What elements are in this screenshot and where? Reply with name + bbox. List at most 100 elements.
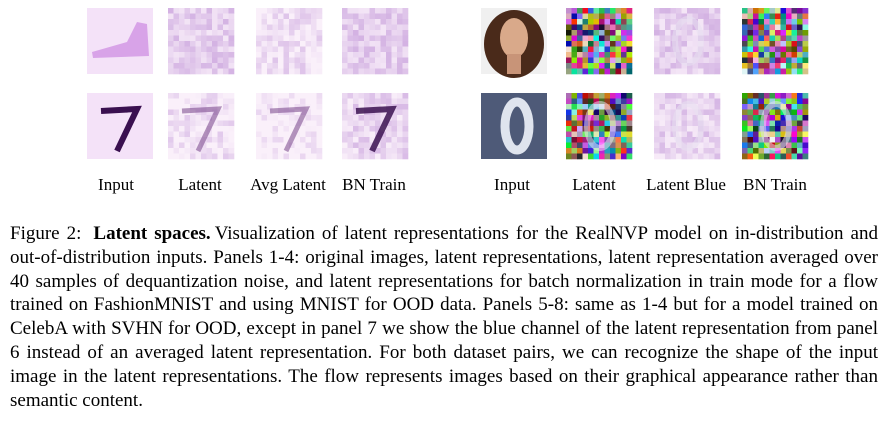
noise-pixel: [753, 109, 759, 116]
noise-pixel: [386, 57, 392, 64]
noise-pixel: [780, 24, 787, 31]
noise-pixel: [294, 35, 301, 42]
noise-pixel: [316, 46, 323, 53]
noise-pixel: [582, 19, 589, 25]
noise-pixel: [347, 115, 354, 121]
noise-pixel: [742, 120, 748, 127]
noise-pixel: [195, 57, 202, 64]
noise-pixel: [775, 126, 781, 132]
noise-pixel: [797, 109, 803, 116]
noise-pixel: [289, 63, 295, 69]
noise-pixel: [615, 115, 622, 121]
noise-pixel: [742, 115, 748, 121]
noise-pixel: [780, 52, 787, 58]
noise-pixel: [615, 24, 622, 31]
noise-pixel: [195, 30, 202, 36]
noise-pixel: [342, 115, 348, 121]
noise-pixel: [228, 131, 235, 138]
noise-pixel: [201, 109, 207, 116]
noise-pixel: [201, 98, 207, 105]
noise-pixel: [316, 109, 323, 116]
noise-pixel: [786, 19, 792, 25]
noise-pixel: [272, 137, 279, 143]
noise-pixel: [577, 30, 583, 36]
noise-pixel: [267, 13, 273, 20]
noise-pixel: [742, 41, 748, 47]
noise-pixel: [742, 13, 748, 20]
noise-pixel: [168, 46, 174, 53]
noise-pixel: [582, 109, 589, 116]
noise-pixel: [604, 63, 611, 69]
noise-pixel: [217, 41, 224, 47]
noise-pixel: [802, 8, 809, 14]
noise-pixel: [593, 52, 600, 58]
noise-pixel: [566, 153, 572, 160]
noise-pixel: [380, 46, 387, 53]
noise-pixel: [369, 104, 376, 110]
noise-pixel: [342, 41, 348, 47]
noise-pixel: [272, 24, 279, 31]
noise-pixel: [753, 148, 759, 154]
noise-pixel: [364, 57, 370, 64]
noise-pixel: [201, 142, 207, 149]
noise-pixel: [588, 93, 594, 99]
noise-pixel: [577, 148, 583, 154]
noise-pixel: [797, 148, 803, 154]
noise-pixel: [397, 131, 403, 138]
noise-pixel: [206, 104, 213, 110]
noise-pixel: [272, 98, 279, 105]
noise-pixel: [604, 30, 611, 36]
noise-pixel: [256, 63, 262, 69]
noise-pixel: [217, 153, 224, 160]
noise-pixel: [173, 131, 180, 138]
noise-pixel: [791, 115, 798, 121]
noise-pixel: [626, 63, 633, 69]
noise-pixel: [621, 57, 627, 64]
noise-pixel: [256, 126, 262, 132]
noise-pixel: [386, 19, 392, 25]
noise-pixel: [610, 98, 616, 105]
noise-pixel: [190, 104, 196, 110]
noise-pixel: [261, 115, 268, 121]
caption-label: Figure 2:: [10, 223, 82, 244]
noise-pixel: [369, 57, 376, 64]
noise-pixel: [626, 13, 633, 20]
noise-pixel: [256, 68, 262, 75]
noise-pixel: [709, 13, 715, 20]
noise-pixel: [305, 93, 312, 99]
noise-pixel: [347, 153, 354, 160]
noise-pixel: [267, 93, 273, 99]
noise-pixel: [283, 46, 290, 53]
noise-pixel: [604, 46, 611, 53]
noise-pixel: [316, 57, 323, 64]
noise-pixel: [709, 142, 715, 149]
noise-pixel: [261, 68, 268, 75]
noise-pixel: [802, 41, 809, 47]
noise-pixel: [256, 148, 262, 154]
noise-pixel: [316, 30, 323, 36]
noise-pixel: [195, 35, 202, 42]
noise-pixel: [681, 68, 688, 75]
noise-pixel: [184, 41, 191, 47]
noise-pixel: [289, 109, 295, 116]
noise-pixel: [687, 109, 693, 116]
noise-pixel: [797, 41, 803, 47]
noise-pixel: [212, 8, 218, 14]
noise-pixel: [654, 13, 660, 20]
noise-pixel: [709, 153, 715, 160]
noise-pixel: [168, 24, 174, 31]
noise-pixel: [703, 148, 710, 154]
noise-pixel: [626, 52, 633, 58]
noise-pixel: [654, 8, 660, 14]
noise-pixel: [703, 131, 710, 138]
noise-pixel: [347, 126, 354, 132]
noise-pixel: [212, 52, 218, 58]
noise-pixel: [228, 63, 235, 69]
noise-pixel: [179, 153, 185, 160]
noise-pixel: [742, 63, 748, 69]
noise-pixel: [753, 46, 759, 53]
noise-pixel: [195, 19, 202, 25]
noise-pixel: [402, 104, 409, 110]
noise-pixel: [566, 104, 572, 110]
noise-pixel: [217, 24, 224, 31]
